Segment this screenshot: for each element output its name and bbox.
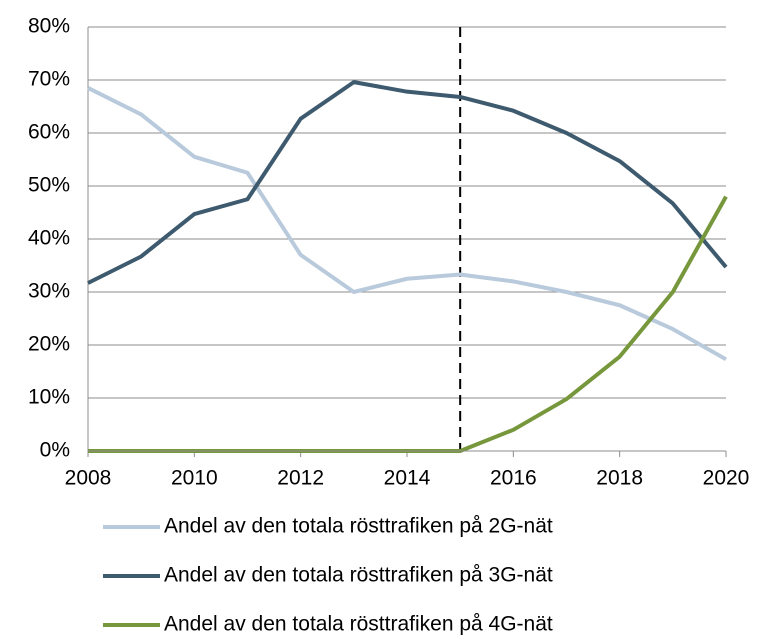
series-line bbox=[88, 195, 728, 453]
x-tick-label: 2014 bbox=[384, 467, 431, 490]
y-tick-label: 10% bbox=[28, 386, 70, 409]
series-line bbox=[87, 80, 728, 285]
y-tick-label: 40% bbox=[28, 227, 70, 250]
y-tick-label: 80% bbox=[28, 15, 70, 38]
y-tick-label: 60% bbox=[28, 121, 70, 144]
x-tick-label: 2012 bbox=[277, 467, 324, 490]
y-tick-label: 70% bbox=[28, 68, 70, 91]
x-tick-label: 2010 bbox=[171, 467, 218, 490]
y-tick-label: 20% bbox=[28, 333, 70, 356]
legend-label: Andel av den totala rösttrafiken på 4G-n… bbox=[164, 613, 553, 635]
y-tick-label: 30% bbox=[28, 280, 70, 303]
x-tick-label: 2016 bbox=[490, 467, 537, 490]
x-tick-label: 2020 bbox=[703, 467, 750, 490]
legend-label: Andel av den totala rösttrafiken på 2G-n… bbox=[164, 515, 553, 538]
legend-label: Andel av den totala rösttrafiken på 3G-n… bbox=[164, 564, 553, 587]
x-tick-label: 2008 bbox=[65, 467, 112, 490]
series-line bbox=[87, 86, 727, 362]
y-tick-label: 0% bbox=[40, 439, 70, 462]
x-tick-label: 2018 bbox=[596, 467, 643, 490]
y-tick-label: 50% bbox=[28, 174, 70, 197]
